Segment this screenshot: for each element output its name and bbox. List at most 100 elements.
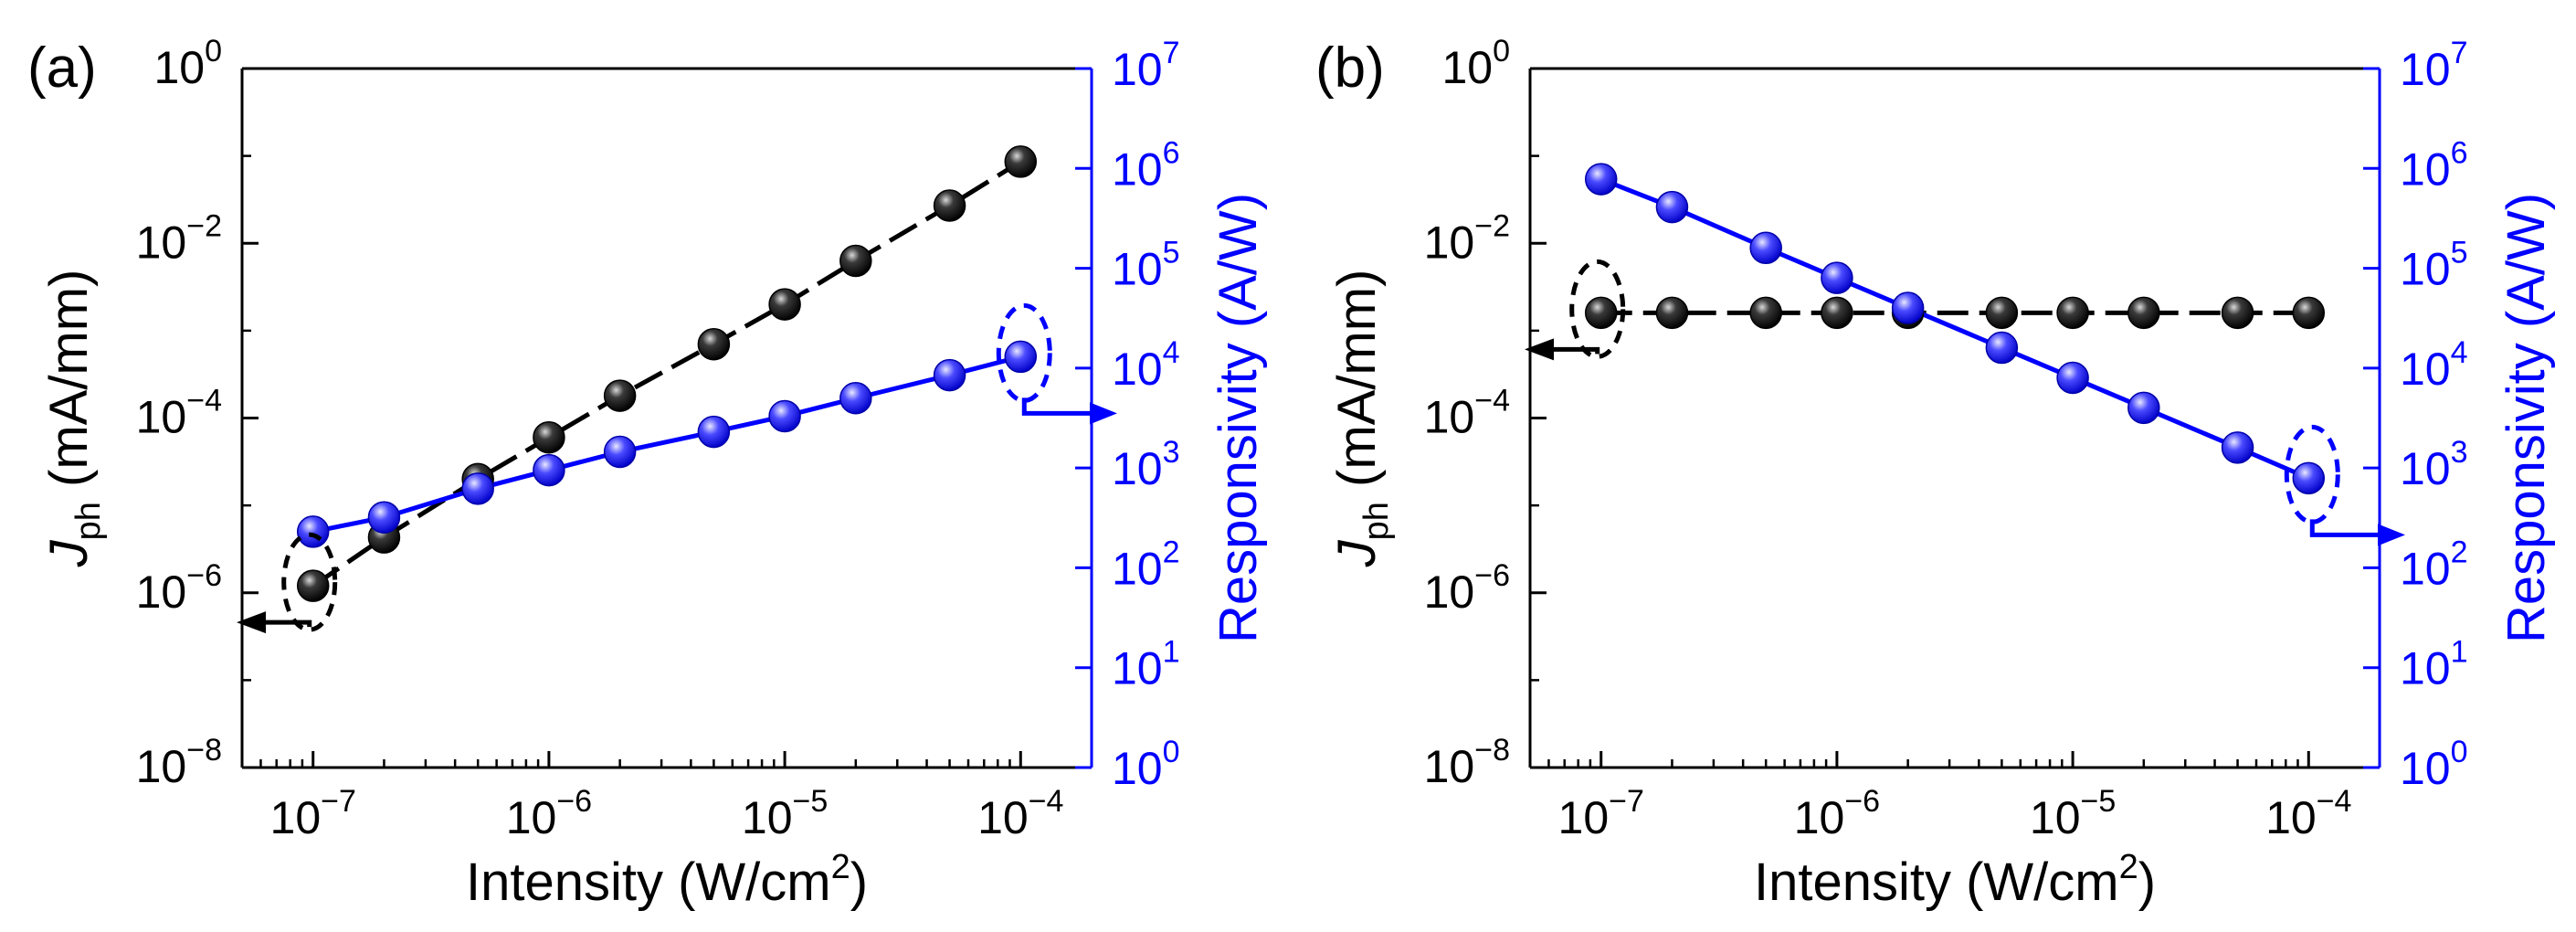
x-tick-base: 10: [2030, 792, 2081, 843]
x-tick-base: 10: [2265, 792, 2317, 843]
jph-data-point: [1004, 145, 1038, 178]
right-y-tick-exponent: 4: [1163, 335, 1180, 370]
jph-data-point: [697, 327, 731, 361]
left-y-tick-label: 10−4: [136, 384, 222, 443]
jph-data-point: [533, 420, 565, 454]
panel-label: (a): [27, 37, 97, 100]
right-y-tick-label: 106: [1112, 135, 1180, 195]
left-y-tick-exponent: −6: [1474, 558, 1510, 593]
right-y-tick-label: 103: [1112, 435, 1180, 494]
responsivity-data-point: [1891, 291, 1925, 324]
right-y-tick-base: 10: [1112, 643, 1163, 694]
x-tick-label: 10−6: [1794, 784, 1880, 843]
right-y-tick-label: 103: [2400, 435, 2468, 494]
jph-data-point: [296, 569, 330, 602]
x-tick-base: 10: [977, 792, 1029, 843]
responsivity-right-axis-arrowhead: [2378, 524, 2405, 546]
x-axis-title-superscript: 2: [831, 848, 850, 886]
x-tick-exponent: −4: [2317, 784, 2352, 819]
responsivity-data-point: [768, 399, 801, 433]
left-y-tick-exponent: −2: [186, 208, 222, 243]
right-y-tick-base: 10: [2400, 143, 2451, 195]
right-y-tick-exponent: 2: [2451, 535, 2468, 569]
jph-data-point: [1584, 296, 1618, 330]
responsivity-data-point: [1749, 231, 1782, 265]
right-y-tick-exponent: 4: [2451, 335, 2468, 370]
jph-data-point: [933, 189, 966, 222]
x-tick-base: 10: [1794, 792, 1845, 843]
panel-label: (b): [1315, 37, 1385, 100]
right-y-tick-label: 101: [2400, 635, 2468, 694]
jph-data-point: [768, 288, 801, 321]
right-y-axis-title: Responsivity (A/W): [2497, 193, 2556, 643]
jph-data-point: [2127, 296, 2160, 330]
right-y-tick-label: 102: [1112, 535, 1180, 594]
right-y-tick-label: 101: [1112, 635, 1180, 694]
responsivity-data-point: [2292, 461, 2326, 495]
jph-data-point: [2292, 296, 2326, 330]
left-y-tick-label: 10−2: [1424, 208, 1510, 268]
right-y-tick-exponent: 1: [2451, 635, 2468, 670]
left-y-tick-label: 100: [1441, 34, 1510, 93]
responsivity-data-point: [1821, 261, 1853, 294]
left-y-tick-base: 10: [136, 392, 187, 443]
x-axis-title-superscript: 2: [2119, 848, 2138, 886]
responsivity-series-line: [1599, 176, 2310, 481]
left-y-tick-exponent: −6: [186, 558, 222, 593]
left-y-tick-exponent: −8: [186, 733, 222, 768]
right-y-tick-base: 10: [1112, 443, 1163, 494]
x-tick-exponent: −4: [1029, 784, 1064, 819]
right-y-tick-exponent: 5: [1163, 236, 1180, 270]
right-y-tick-exponent: 6: [2451, 135, 2468, 170]
responsivity-right-axis-arrow: [2309, 519, 2385, 537]
responsivity-data-point: [839, 382, 872, 415]
right-y-tick-base: 10: [1112, 244, 1163, 295]
jph-data-point: [603, 379, 637, 412]
chart-panel-a: 10−7 10−6 10−5 10−410−810−610−410−210010010…: [27, 34, 1268, 912]
responsivity-right-axis-arrowhead: [1090, 402, 1117, 425]
responsivity-data-point: [2127, 391, 2160, 425]
left-y-tick-label: 100: [153, 34, 222, 93]
left-y-axis-title: Jph (mA/mm): [39, 270, 108, 568]
responsivity-data-point: [461, 472, 494, 505]
x-tick-label: 10−7: [1558, 784, 1644, 843]
left-y-tick-exponent: −4: [1474, 384, 1510, 418]
responsivity-series-line: [312, 354, 1021, 535]
jph-data-point: [2056, 296, 2089, 330]
x-tick-exponent: −5: [2081, 784, 2117, 819]
responsivity-data-point: [933, 358, 966, 392]
left-y-tick-label: 10−4: [1424, 384, 1510, 443]
x-tick-label: 10−5: [742, 784, 828, 843]
responsivity-data-point: [1584, 163, 1618, 196]
left-y-tick-base: 10: [1441, 42, 1493, 93]
right-y-tick-base: 10: [1112, 143, 1163, 195]
x-tick-exponent: −7: [1609, 784, 1644, 819]
jph-series-line: [311, 159, 1022, 588]
right-y-tick-base: 10: [2400, 344, 2451, 395]
left-y-tick-exponent: −8: [1474, 733, 1510, 768]
right-y-tick-exponent: 0: [1163, 735, 1180, 769]
x-tick-base: 10: [742, 792, 793, 843]
x-axis-title-tail: ): [850, 853, 868, 912]
right-y-tick-label: 100: [1112, 735, 1180, 794]
left-y-tick-exponent: −4: [186, 384, 222, 418]
right-y-tick-base: 10: [2400, 244, 2451, 295]
x-tick-label: 10−6: [506, 784, 592, 843]
left-y-tick-base: 10: [1424, 741, 1475, 792]
left-y-tick-base: 10: [1424, 392, 1475, 443]
right-y-axis-title: Responsivity (A/W): [1209, 193, 1268, 643]
left-y-tick-exponent: −2: [1474, 208, 1510, 243]
responsivity-annotation-ellipse: [2284, 424, 2340, 524]
jph-data-point: [1985, 296, 2019, 330]
x-tick-base: 10: [270, 792, 322, 843]
right-y-tick-base: 10: [2400, 44, 2451, 95]
responsivity-data-point: [367, 501, 401, 534]
left-y-tick-label: 10−8: [1424, 733, 1510, 792]
x-axis-title: Intensity (W/cm2): [1754, 848, 2156, 912]
left-y-axis-title-symbol: J: [39, 539, 99, 567]
left-y-tick-base: 10: [153, 42, 205, 93]
right-y-tick-base: 10: [1112, 543, 1163, 594]
jph-left-axis-arrowhead: [1525, 338, 1554, 361]
right-y-tick-exponent: 2: [1163, 535, 1180, 569]
left-y-tick-label: 10−6: [1424, 558, 1510, 618]
